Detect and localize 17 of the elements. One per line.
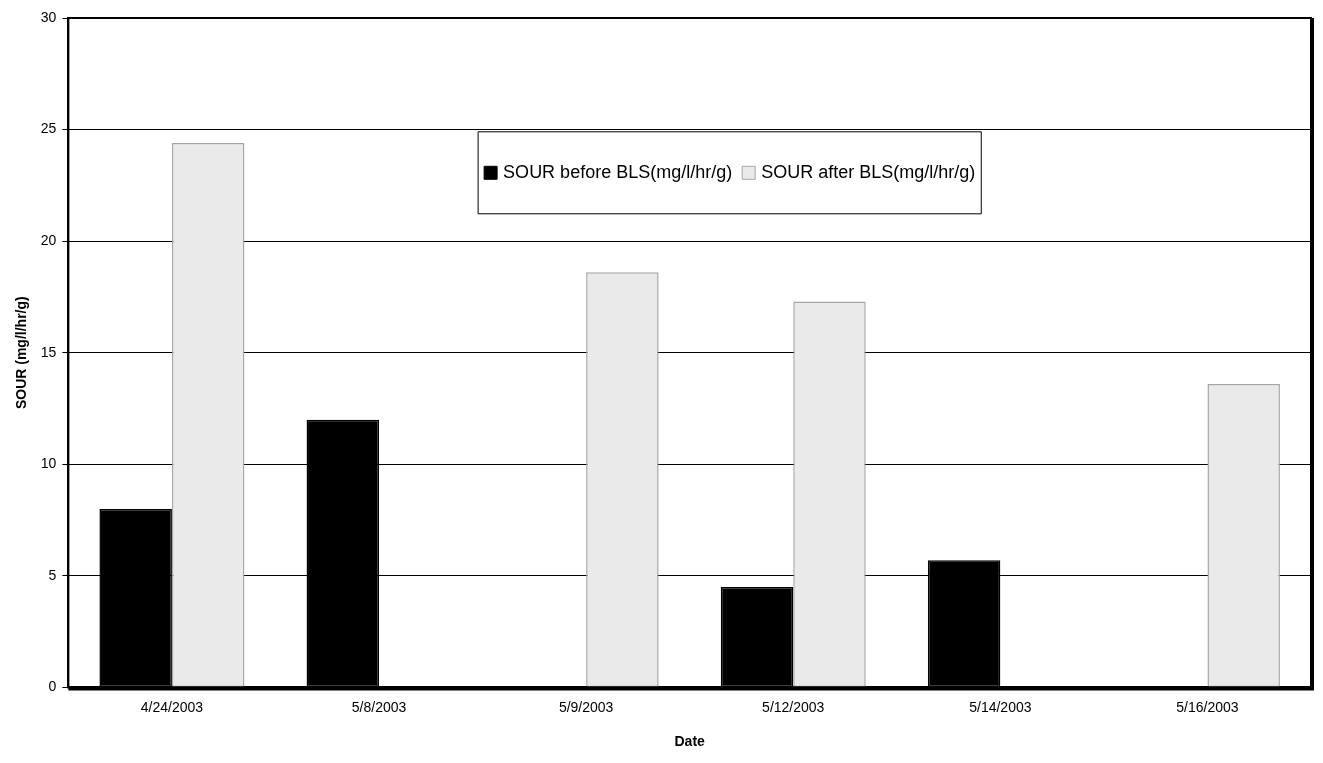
y-tick-label: 5 xyxy=(48,566,57,583)
x-tick-label: 4/24/2003 xyxy=(140,698,204,715)
legend-label: SOUR after BLS(mg/l/hr/g) xyxy=(761,161,976,182)
y-tick-label: 20 xyxy=(40,231,57,248)
x-axis-title: Date xyxy=(674,733,706,750)
y-tick-label: 15 xyxy=(40,343,57,360)
x-tick-label: 5/12/2003 xyxy=(762,698,825,715)
x-tick-label: 5/14/2003 xyxy=(969,698,1032,715)
y-axis-title: SOUR (mg/l/hr/g) xyxy=(13,296,30,410)
y-tick-label: 30 xyxy=(40,8,57,25)
x-tick-label: 5/8/2003 xyxy=(351,698,407,715)
y-tick-label: 10 xyxy=(40,455,57,472)
legend-label: SOUR before BLS(mg/l/hr/g) xyxy=(503,161,733,182)
x-tick-label: 5/9/2003 xyxy=(558,698,614,715)
y-tick-label: 25 xyxy=(40,120,57,137)
y-tick-label: 0 xyxy=(48,678,57,695)
x-tick-label: 5/16/2003 xyxy=(1176,698,1239,715)
